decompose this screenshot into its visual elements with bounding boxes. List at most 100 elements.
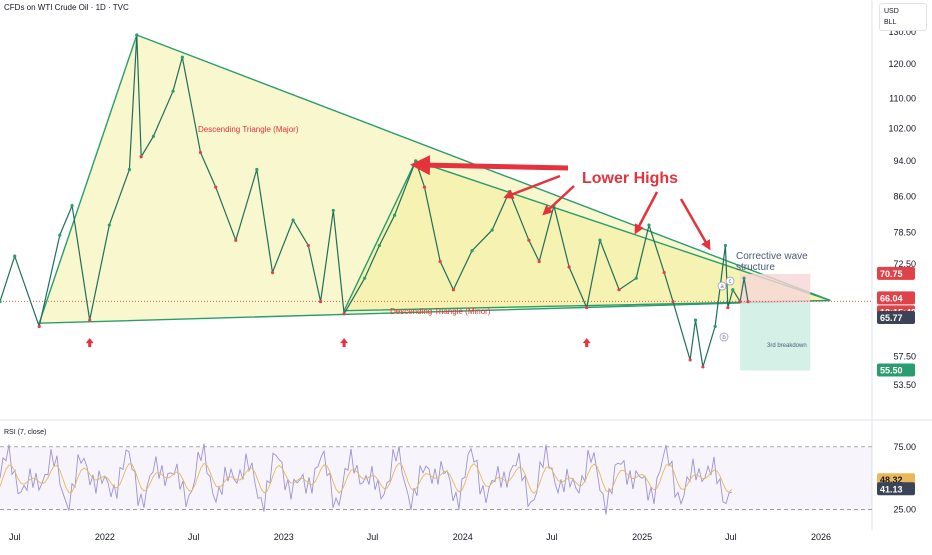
price-point [662,270,666,275]
price-point [107,223,111,227]
price-point [585,306,589,310]
x-tick-label: 2022 [95,532,115,542]
price-point [255,167,259,172]
price-point [135,33,139,37]
price-point [746,299,750,304]
price-point [377,243,381,248]
wave-marker [725,276,735,286]
price-point [726,306,730,310]
lower-high-arrow [634,191,659,235]
rsi-title: RSI (7, close) [4,429,47,436]
price-point [713,324,717,329]
x-tick-label: 2026 [811,532,831,542]
y-tick-label: 72.50 [893,259,916,269]
currency-label[interactable]: USD [884,8,899,15]
price-badge-text-target: 55.50 [880,365,903,375]
price-point [537,259,541,264]
y-tick-label: 110.00 [889,93,916,103]
price-point [490,228,494,232]
price-point [470,249,474,253]
wave-label-c: c [729,279,732,285]
x-tick-label: 2023 [274,532,294,542]
price-point [688,358,692,362]
support-arrow [85,338,94,348]
price-point [342,312,346,316]
price-point [451,288,456,292]
price-point [742,276,746,280]
x-tick-label: Jul [367,532,379,542]
price-point [617,288,621,292]
price-point [392,213,397,217]
x-tick-label: Jul [725,532,737,542]
support-arrow [340,338,349,348]
major-triangle-label: Descending Triangle (Major) [198,125,299,134]
price-point [693,318,698,322]
price-point [723,243,728,248]
price-point [58,233,62,237]
price-point [507,190,511,194]
price-point [567,265,571,269]
price-point [127,167,132,172]
price-point [88,318,92,322]
price-point [234,238,238,242]
price-point [291,218,295,222]
price-point [634,276,638,280]
price-point [738,299,742,304]
price-point [671,299,675,304]
price-point [151,134,156,138]
x-tick-label: 2025 [632,532,652,542]
price-badge-stop [877,266,915,280]
price-badge-text-stop: 70.75 [880,269,903,279]
price-point [139,155,143,159]
chart-title: CFDs on WTI Crude Oil · 1D · TVC [4,3,129,12]
price-point [647,223,651,227]
wave-label-a: a [720,284,724,290]
price-point [731,288,735,292]
lower-high-arrow [542,185,575,216]
y-tick-label: 102.00 [888,123,916,133]
unit-label[interactable]: BLL [884,19,897,26]
y-tick-label: 78.50 [893,228,916,238]
target-zone [740,302,811,371]
price-point [363,276,367,280]
breakdown-label: 3rd breakdown [767,343,807,349]
y-tick-label: 120.00 [888,59,916,69]
price-point [214,185,218,189]
price-point [0,299,2,304]
y-tick-label: 86.00 [893,191,916,201]
lower-high-arrow-big [410,155,569,176]
price-point [318,299,323,304]
support-arrow [582,338,591,348]
price-point [171,89,175,93]
y-tick-label: 130.00 [888,27,916,37]
price-badge-target [877,363,915,377]
stop-zone [740,273,811,303]
x-tick-label: Jul [546,532,558,542]
price-point [701,365,705,369]
price-point [70,204,74,208]
price-point [270,270,275,275]
wave-marker [719,332,729,342]
price-point [438,259,442,264]
price-badge-entry [877,310,915,324]
price-point [527,238,531,242]
x-tick-label: Jul [188,532,200,542]
price-badge-text-entry: 65.77 [880,313,903,323]
rsi-signal-line [0,462,733,494]
price-point [598,238,602,242]
x-tick-label: Jul [9,532,21,542]
lower-high-arrow [679,198,711,251]
price-point [180,55,184,59]
lower-highs-label: Lower Highs [582,170,678,187]
scale-toggle[interactable]: USD BLL [879,3,927,31]
x-tick-label: 2024 [453,532,473,542]
corrective-wave-label: Corrective wave [736,251,808,262]
price-point [414,159,418,163]
price-point [422,185,427,189]
price-point [331,208,335,213]
wave-label-b: b [722,335,726,341]
y-tick-label: 94.00 [893,156,916,166]
rsi-badge-text-rsi: 41.13 [880,484,903,494]
